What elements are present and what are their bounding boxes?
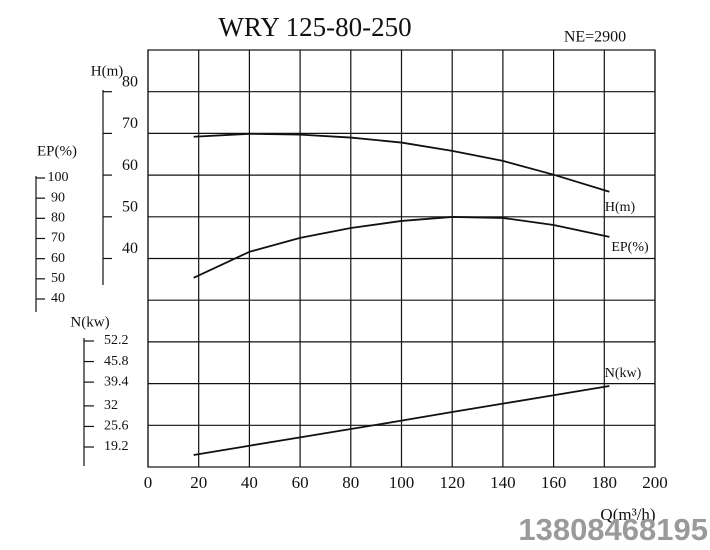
x-tick-label: 40: [241, 473, 258, 492]
curve-label: EP(%): [611, 240, 649, 255]
y-tick-label: 39.4: [104, 374, 129, 389]
curve-label: H(m): [605, 200, 636, 215]
x-tick-label: 0: [144, 473, 153, 492]
y-tick-label: 50: [51, 271, 65, 286]
x-tick-label: 160: [541, 473, 567, 492]
y-tick-label: 70: [51, 231, 65, 246]
x-tick-label: 140: [490, 473, 516, 492]
x-tick-label: 120: [439, 473, 465, 492]
curve: [193, 216, 610, 279]
y-tick-label: 40: [122, 240, 138, 257]
y-tick-label: 90: [51, 190, 65, 205]
x-tick-label: 100: [389, 473, 415, 492]
axis-label: N(kw): [70, 314, 109, 330]
axis-label: EP(%): [37, 143, 77, 159]
chart-title: WRY 125-80-250: [218, 12, 411, 42]
chart-subtitle: NE=2900: [564, 29, 626, 46]
y-tick-label: 80: [51, 211, 65, 226]
y-tick-label: 19.2: [104, 439, 129, 454]
y-tick-label: 32: [104, 398, 118, 413]
x-tick-label: 200: [642, 473, 668, 492]
x-tick-label: 20: [190, 473, 207, 492]
x-tick-label: 80: [342, 473, 359, 492]
curve-label: N(kw): [605, 366, 642, 381]
y-tick-label: 40: [51, 291, 65, 306]
watermark: 13808468195: [518, 512, 708, 547]
x-tick-label: 180: [592, 473, 618, 492]
x-axis-label: Q(m³/h): [600, 505, 655, 524]
y-tick-label: 80: [122, 73, 138, 90]
y-tick-label: 52.2: [104, 333, 129, 348]
y-tick-label: 60: [122, 157, 138, 174]
axis-label: H(m): [91, 63, 124, 79]
y-tick-label: 45.8: [104, 354, 129, 369]
curve: [193, 385, 610, 456]
x-tick-label: 60: [292, 473, 309, 492]
y-tick-label: 60: [51, 251, 65, 266]
y-tick-label: 70: [122, 115, 138, 132]
y-tick-label: 100: [48, 170, 69, 185]
y-tick-label: 50: [122, 198, 138, 215]
curve: [193, 132, 610, 193]
y-tick-label: 25.6: [104, 419, 129, 434]
